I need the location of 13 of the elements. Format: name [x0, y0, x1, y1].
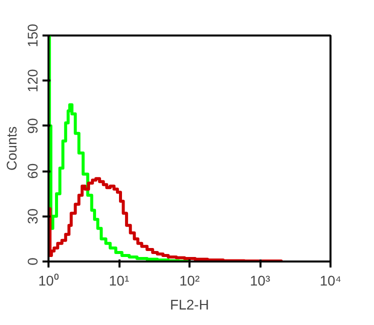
- y-tick-label: 90: [24, 118, 40, 134]
- y-tick-label: 60: [24, 163, 40, 179]
- x-axis-title: FL2-H: [170, 296, 209, 312]
- x-tick-label: 10¹: [108, 272, 130, 288]
- y-tick-label: 30: [24, 208, 40, 224]
- x-tick-label: 10⁴: [320, 272, 342, 288]
- x-tick-label: 10³: [250, 272, 270, 288]
- x-tick-label: 10⁰: [38, 272, 59, 288]
- y-axis-title: Counts: [4, 126, 20, 171]
- y-tick-label: 120: [24, 68, 40, 92]
- y-tick-label: 0: [24, 257, 40, 266]
- y-tick-label: 150: [24, 24, 40, 48]
- x-tick-label: 10²: [179, 272, 200, 288]
